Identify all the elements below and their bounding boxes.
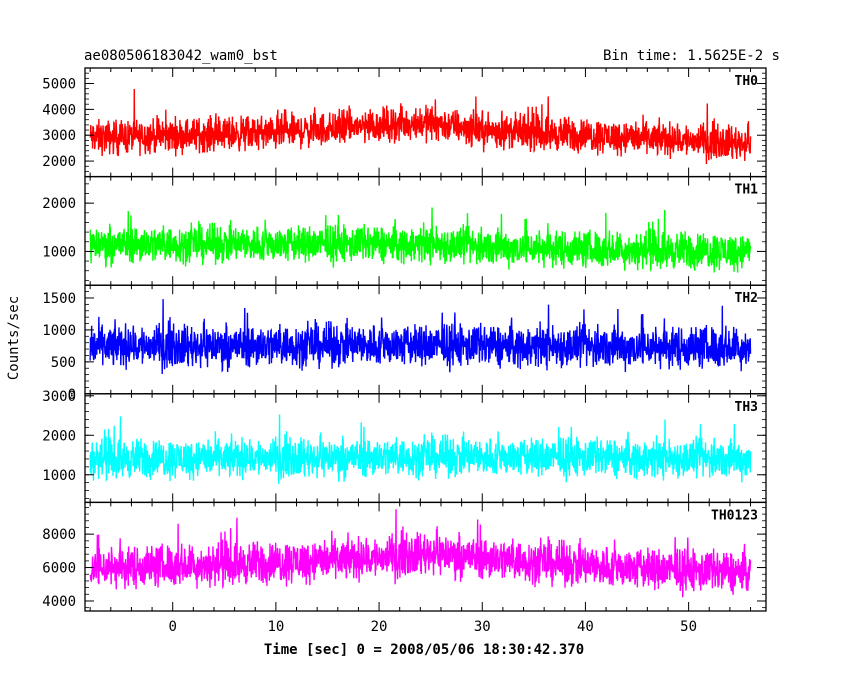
y-tick-label: 1000 xyxy=(42,323,76,339)
panel-label-th2: TH2 xyxy=(735,291,758,306)
y-tick-label: 3000 xyxy=(42,389,76,405)
series-line-th3 xyxy=(89,414,752,484)
y-tick-label: 3000 xyxy=(42,128,76,144)
y-tick-label: 1000 xyxy=(42,244,76,260)
series-line-th2 xyxy=(89,299,752,374)
x-tick-label: 10 xyxy=(267,619,284,635)
panel-frame-th0123 xyxy=(84,501,767,612)
series-line-th1 xyxy=(89,207,752,273)
panel-label-th0: TH0 xyxy=(735,74,759,89)
panels-group: TH02000300040005000TH110002000TH20500100… xyxy=(42,67,767,635)
x-tick-label: 30 xyxy=(474,619,491,635)
y-tick-label: 5000 xyxy=(42,77,76,93)
y-tick-label: 4000 xyxy=(42,102,76,118)
y-tick-label: 6000 xyxy=(42,561,76,577)
y-tick-label: 2000 xyxy=(42,154,76,170)
panel-label-th1: TH1 xyxy=(735,183,759,198)
y-tick-label: 2000 xyxy=(42,428,76,444)
bin-time-label: Bin time: 1.5625E-2 s xyxy=(603,48,780,64)
x-tick-label: 40 xyxy=(577,619,594,635)
y-tick-label: 8000 xyxy=(42,527,76,543)
x-tick-label: 50 xyxy=(680,619,697,635)
x-tick-label: 20 xyxy=(371,619,388,635)
y-axis-label: Counts/sec xyxy=(6,296,22,380)
y-tick-label: 0 xyxy=(68,387,76,403)
y-tick-label: 2000 xyxy=(42,196,76,212)
panel-label-th3: TH3 xyxy=(735,400,758,415)
y-tick-label: 4000 xyxy=(42,594,76,610)
chart-title: ae080506183042_wam0_bst xyxy=(84,48,278,64)
y-tick-label: 1000 xyxy=(42,468,76,484)
y-tick-label: 500 xyxy=(51,355,76,371)
panel-label-th0123: TH0123 xyxy=(711,508,758,523)
series-line-th0123 xyxy=(89,509,752,598)
y-tick-label: 1500 xyxy=(42,291,76,307)
x-tick-label: 0 xyxy=(168,619,176,635)
x-axis-label: Time [sec] 0 = 2008/05/06 18:30:42.370 xyxy=(264,642,584,658)
series-line-th0 xyxy=(89,89,752,164)
